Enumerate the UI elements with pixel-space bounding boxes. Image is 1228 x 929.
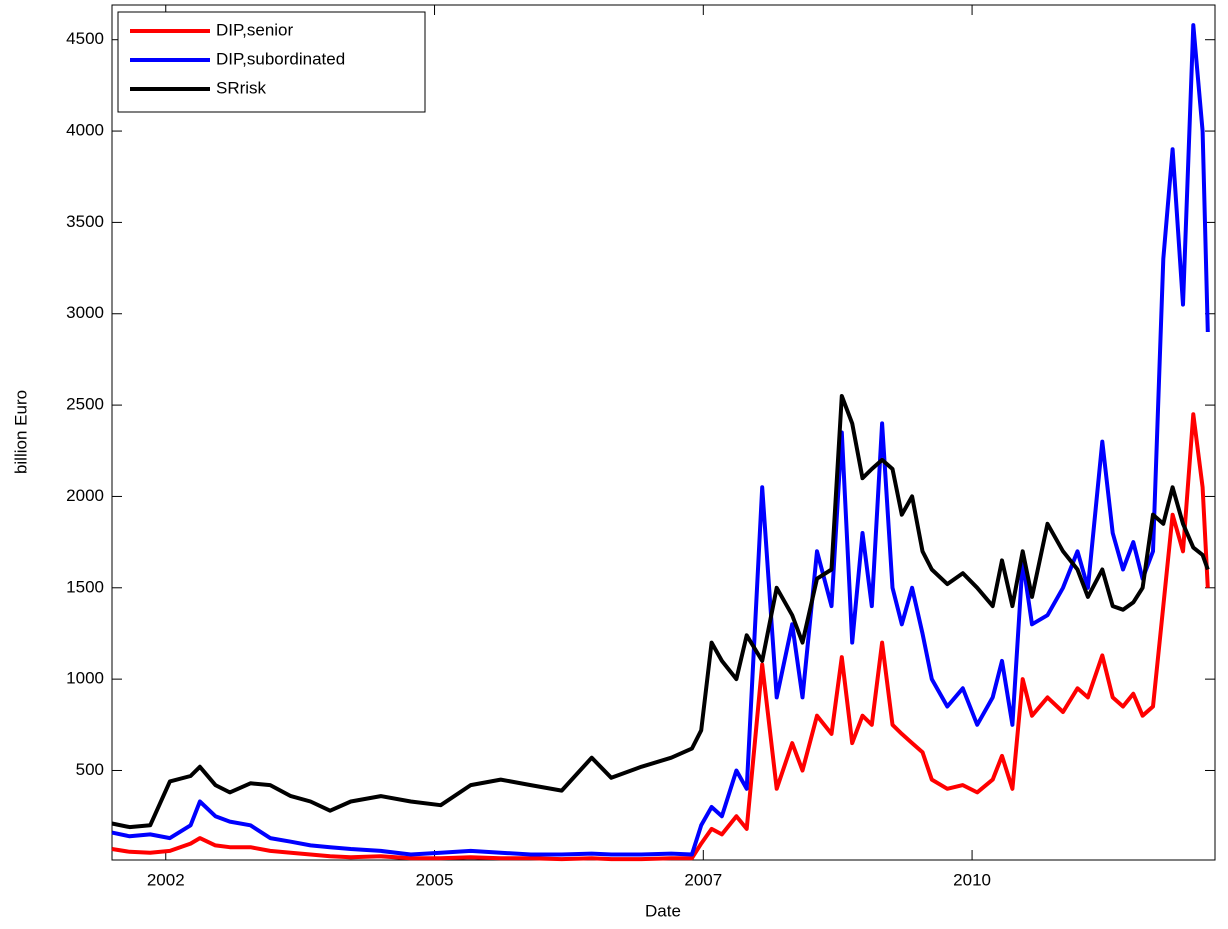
y-tick-label: 2000 xyxy=(66,486,104,505)
x-tick-label: 2002 xyxy=(147,870,185,889)
legend-label: DIP,subordinated xyxy=(216,49,345,68)
series-line xyxy=(111,23,1210,857)
y-tick-label: 4000 xyxy=(66,121,104,140)
x-tick-label: 2010 xyxy=(953,870,991,889)
x-tick-label: 2005 xyxy=(416,870,454,889)
legend-label: DIP,senior xyxy=(216,20,294,39)
series-line xyxy=(111,412,1210,862)
y-tick-label: 1000 xyxy=(66,669,104,688)
y-tick-label: 2500 xyxy=(66,395,104,414)
plot-area xyxy=(111,4,1216,861)
x-axis-label: Date xyxy=(645,901,681,920)
y-tick-label: 3500 xyxy=(66,212,104,231)
series-line xyxy=(111,394,1210,830)
y-tick-label: 1500 xyxy=(66,577,104,596)
legend-label: SRrisk xyxy=(216,78,267,97)
y-axis-label: billion Euro xyxy=(11,390,30,474)
x-tick-label: 2007 xyxy=(684,870,722,889)
y-tick-label: 3000 xyxy=(66,303,104,322)
y-tick-label: 4500 xyxy=(66,29,104,48)
y-tick-label: 500 xyxy=(76,760,104,779)
